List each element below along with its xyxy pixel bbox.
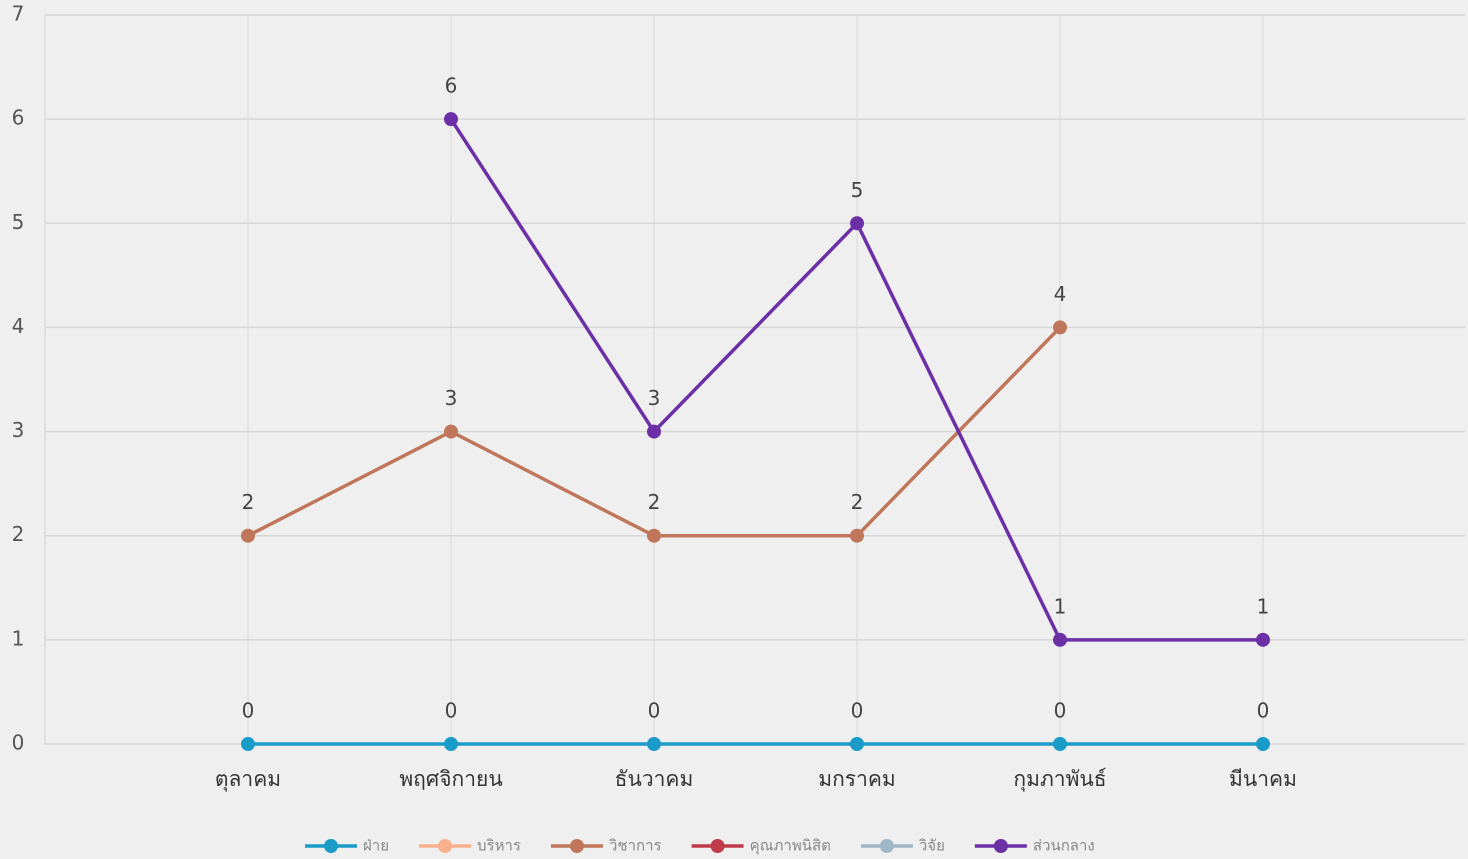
data-point bbox=[444, 112, 458, 127]
data-label: 0 bbox=[445, 699, 458, 723]
y-tick-label: 3 bbox=[12, 418, 25, 442]
data-point bbox=[1256, 632, 1270, 647]
x-tick-label: มีนาคม bbox=[1229, 767, 1297, 791]
data-label: 1 bbox=[1257, 594, 1270, 618]
data-point bbox=[647, 737, 661, 751]
x-tick-label: มกราคม bbox=[818, 767, 896, 791]
x-tick-label: ธันวาคม bbox=[615, 767, 694, 791]
data-point bbox=[241, 528, 255, 543]
data-point bbox=[241, 737, 255, 751]
data-label: 0 bbox=[1054, 699, 1067, 723]
data-point bbox=[1053, 632, 1067, 647]
data-point bbox=[1053, 320, 1067, 335]
data-label: 0 bbox=[648, 699, 661, 723]
data-label: 3 bbox=[648, 386, 661, 410]
data-label: 0 bbox=[851, 699, 864, 723]
legend-swatch-dot bbox=[879, 839, 894, 853]
data-label: 2 bbox=[851, 490, 864, 514]
y-tick-label: 6 bbox=[12, 106, 25, 130]
data-label: 3 bbox=[445, 386, 458, 410]
legend-swatch-dot bbox=[438, 839, 453, 853]
x-tick-label: กุมภาพันธ์ bbox=[1013, 767, 1106, 792]
data-point bbox=[850, 216, 864, 231]
data-point bbox=[444, 737, 458, 751]
data-point bbox=[850, 737, 864, 751]
legend-swatch-dot bbox=[710, 839, 725, 853]
data-label: 2 bbox=[648, 490, 661, 514]
y-tick-label: 0 bbox=[12, 731, 25, 755]
y-tick-label: 7 bbox=[12, 2, 25, 26]
data-point bbox=[850, 528, 864, 543]
x-tick-label: ตุลาคม bbox=[215, 767, 281, 792]
data-point bbox=[647, 528, 661, 543]
legend-label: วิชาการ bbox=[608, 837, 661, 855]
legend-swatch-dot bbox=[993, 839, 1008, 853]
data-label: 4 bbox=[1054, 282, 1067, 306]
legend-label: คุณภาพนิสิต bbox=[750, 837, 831, 856]
data-point bbox=[1256, 737, 1270, 751]
y-tick-label: 1 bbox=[12, 626, 25, 650]
data-label: 6 bbox=[445, 74, 458, 98]
data-point bbox=[444, 424, 458, 439]
data-label: 1 bbox=[1054, 594, 1067, 618]
data-label: 2 bbox=[242, 490, 255, 514]
legend-swatch-dot bbox=[324, 839, 338, 853]
data-label: 0 bbox=[242, 699, 255, 723]
legend-label: ส่วนกลาง bbox=[1033, 837, 1095, 855]
legend-label: บริหาร bbox=[477, 837, 521, 855]
data-label: 0 bbox=[1257, 699, 1270, 723]
legend-label: ฝ่าย bbox=[363, 837, 389, 855]
data-label: 5 bbox=[851, 178, 864, 202]
data-point bbox=[1053, 737, 1067, 751]
y-tick-label: 2 bbox=[12, 522, 25, 546]
y-tick-label: 4 bbox=[12, 314, 25, 338]
y-tick-label: 5 bbox=[12, 210, 25, 234]
data-point bbox=[647, 424, 661, 439]
legend-swatch-dot bbox=[569, 839, 584, 853]
legend-label: วิจัย bbox=[918, 837, 945, 855]
x-tick-label: พฤศจิกายน bbox=[399, 767, 502, 791]
